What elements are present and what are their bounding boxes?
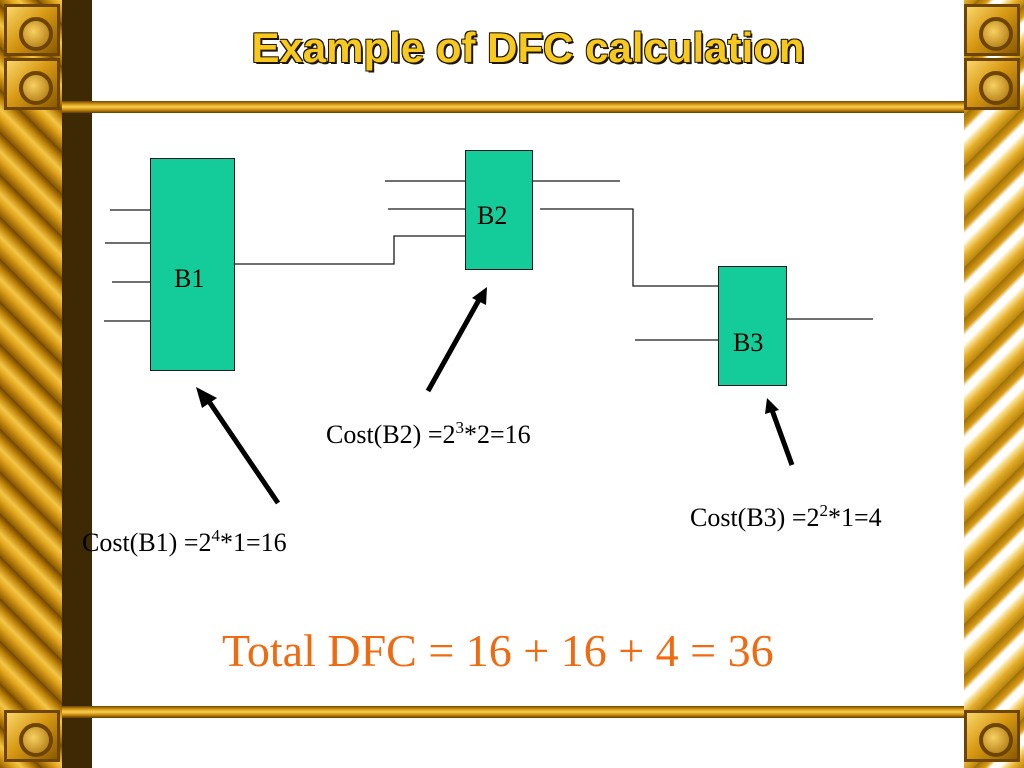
b2-cost-arrow: [425, 296, 483, 393]
total-dfc-text: Total DFC = 16 + 16 + 4 = 36: [222, 625, 774, 676]
arrow-head-icon: [196, 387, 217, 408]
cost-b3-text: Cost(B3) =22*1=4: [690, 501, 882, 533]
corner-knob-icon: [4, 4, 60, 56]
block-b3: [718, 266, 787, 386]
block-b1-label: B1: [174, 264, 205, 293]
cost-b3-prefix: Cost(B3) =2: [690, 503, 820, 532]
cost-b2-text: Cost(B2) =23*2=16: [326, 418, 531, 450]
top-rail-decoration: [62, 101, 964, 113]
b1-cost-arrow: [205, 398, 281, 505]
b1-to-b2-wire: [235, 235, 465, 265]
b2-to-b3-wire: [540, 208, 718, 287]
cost-b1-exponent: 4: [211, 526, 221, 545]
corner-knob-icon: [964, 710, 1020, 762]
block-b2-label: B2: [477, 201, 508, 230]
block-b2: [465, 150, 533, 270]
left-pillar-shadow: [62, 0, 92, 768]
b3-cost-arrow: [769, 409, 795, 466]
cost-b2-exponent: 3: [455, 418, 465, 437]
arrow-head-icon: [472, 287, 487, 305]
block-b3-label: B3: [733, 328, 764, 357]
arrow-head-icon: [765, 398, 779, 414]
cost-b3-exponent: 2: [819, 501, 829, 520]
cost-b3-suffix: *1=4: [828, 503, 882, 532]
cost-b1-prefix: Cost(B1) =2: [82, 528, 212, 557]
corner-knob-icon: [4, 58, 60, 110]
cost-b2-prefix: Cost(B2) =2: [326, 420, 456, 449]
corner-knob-icon: [964, 4, 1020, 56]
cost-b1-text: Cost(B1) =24*1=16: [82, 526, 287, 558]
block-b1: [150, 158, 235, 371]
corner-knob-icon: [964, 58, 1020, 110]
cost-b2-suffix: *2=16: [464, 420, 531, 449]
bottom-rail-decoration: [62, 706, 964, 718]
cost-b1-suffix: *1=16: [220, 528, 287, 557]
left-pillar-decoration: [0, 0, 62, 768]
slide-title: Example of DFC calculation: [251, 24, 805, 71]
corner-knob-icon: [4, 710, 60, 762]
right-pillar-decoration: [964, 0, 1024, 768]
